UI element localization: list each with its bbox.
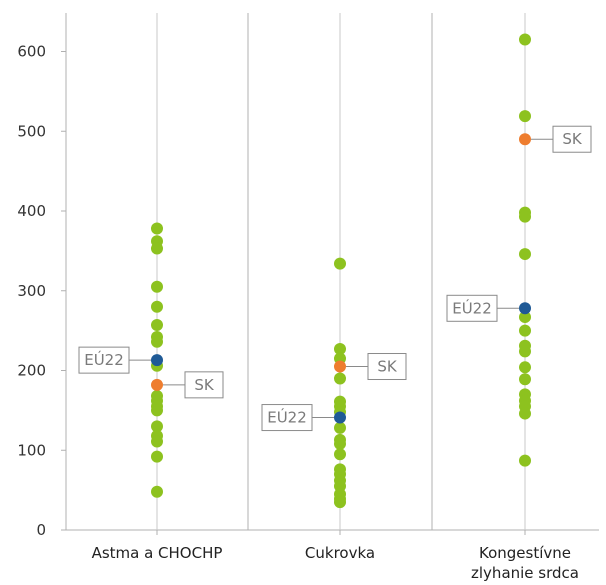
- callout-box: [78, 346, 130, 374]
- sk-label: SK: [346, 353, 407, 381]
- country-point: [151, 404, 163, 417]
- y-tick-label: 100: [17, 441, 46, 459]
- callout-text: EÚ22: [84, 350, 124, 369]
- country-point: [151, 222, 163, 235]
- country-point: [151, 485, 163, 498]
- country-point: [519, 311, 531, 324]
- x-tick-label: Cukrovka: [305, 544, 375, 562]
- axes: 0 100 200 300 400 500 600 Astma a CHOCHP Cukrovk…: [17, 13, 599, 582]
- country-point: [334, 257, 346, 270]
- x-tick-label: Kongestívne zlyhanie srdca: [471, 544, 579, 582]
- callout-text: SK: [377, 358, 398, 376]
- eu22-label: EÚ22: [446, 294, 519, 322]
- callouts: EÚ22 EÚ22 EÚ22 SK SK SK: [78, 125, 592, 432]
- sk-point: [519, 133, 531, 146]
- eu22-label: EÚ22: [78, 346, 151, 374]
- country-point: [151, 280, 163, 293]
- sk-point: [334, 360, 346, 373]
- callout-text: SK: [562, 130, 583, 148]
- y-tick-label: 600: [17, 43, 46, 61]
- country-point: [151, 242, 163, 255]
- country-point: [519, 248, 531, 261]
- country-point: [519, 33, 531, 46]
- country-point: [519, 361, 531, 374]
- y-tick-label: 0: [36, 521, 46, 539]
- callout-box: [367, 353, 407, 381]
- y-tick-label: 200: [17, 362, 46, 380]
- callout-box: [261, 404, 313, 432]
- callout-box: [552, 125, 592, 153]
- country-point: [151, 319, 163, 332]
- country-point: [151, 300, 163, 313]
- country-point: [519, 324, 531, 337]
- callout-text: EÚ22: [452, 298, 492, 317]
- country-point: [519, 210, 531, 223]
- country-point: [519, 373, 531, 386]
- eu22-point: [334, 411, 346, 424]
- country-point: [151, 435, 163, 448]
- callout-box: [184, 371, 224, 399]
- y-tick-label: 500: [17, 122, 46, 140]
- sk-label: SK: [531, 125, 592, 153]
- sk-label: SK: [163, 371, 224, 399]
- country-point: [334, 342, 346, 355]
- country-point: [519, 454, 531, 467]
- data-points: [151, 33, 531, 509]
- country-point: [334, 372, 346, 385]
- sk-point: [151, 378, 163, 391]
- eu22-label: EÚ22: [261, 404, 334, 432]
- eu22-point: [519, 302, 531, 315]
- y-tick-label: 300: [17, 282, 46, 300]
- country-point: [334, 437, 346, 450]
- country-point: [334, 448, 346, 461]
- country-point: [519, 407, 531, 420]
- callout-text: EÚ22: [267, 408, 307, 427]
- callout-text: SK: [194, 376, 215, 394]
- country-point: [151, 420, 163, 433]
- country-point: [334, 496, 346, 509]
- eu22-point: [151, 354, 163, 367]
- country-point: [151, 450, 163, 463]
- y-tick-label: 400: [17, 202, 46, 220]
- country-point: [519, 110, 531, 123]
- country-point: [151, 335, 163, 348]
- x-tick-label: Astma a CHOCHP: [92, 544, 223, 562]
- callout-box: [446, 294, 498, 322]
- country-point: [519, 345, 531, 358]
- country-point: [334, 421, 346, 434]
